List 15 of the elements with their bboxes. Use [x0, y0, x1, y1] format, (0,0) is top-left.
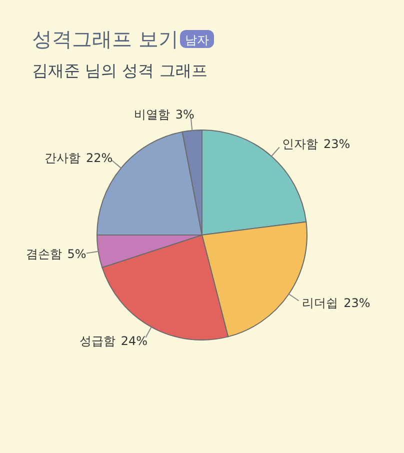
chart-title: 성격그래프 보기 [32, 27, 178, 51]
data-label: 5% [67, 246, 86, 261]
slice-label: 성급함 [79, 334, 116, 348]
slice-label: 리더쉽 [302, 296, 338, 310]
slice-label: 겸손함 [26, 246, 62, 261]
slice-label: 인자함 [282, 137, 318, 152]
data-label: 23% [344, 296, 370, 310]
data-label: 3% [175, 108, 194, 122]
chart-subtitle: 김재준 님의 성격 그래프 [32, 61, 208, 80]
slice-label: 간사함 [44, 150, 80, 165]
data-label: 23% [324, 137, 350, 152]
data-label: 22% [86, 150, 113, 165]
data-label: 24% [120, 334, 148, 348]
text: 남자 [185, 33, 209, 47]
slice-label: 비열함 [134, 108, 170, 122]
